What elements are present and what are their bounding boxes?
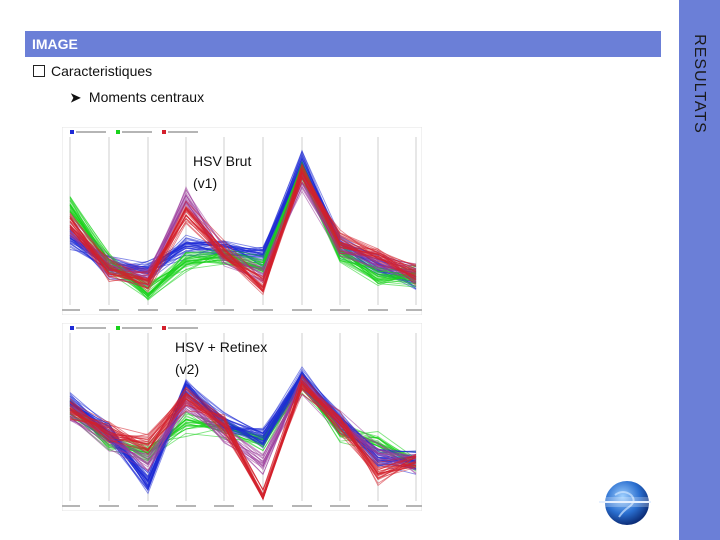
plot-label-line: HSV + Retinex: [175, 339, 268, 355]
plot-label-line: (v2): [175, 361, 200, 377]
plot-image: [62, 323, 422, 511]
bullet-text: Moments centraux: [88, 89, 205, 105]
plot-label-v2: HSV + Retinex (v2): [175, 336, 267, 380]
arrow-bullet-icon: ➤: [70, 90, 81, 105]
plot-image: [62, 127, 422, 315]
bullet-text: Caracteristiques: [51, 63, 153, 79]
plot-label-line: (v1): [193, 175, 218, 191]
bullet-caracteristiques: Caracteristiques: [33, 63, 152, 79]
side-label: RESULTATS: [691, 34, 708, 134]
section-title: IMAGE: [32, 36, 78, 52]
section-header: IMAGE: [25, 31, 661, 57]
plot-label-line: HSV Brut: [193, 153, 252, 169]
parallel-plot-v2: [62, 323, 422, 511]
checkbox-bullet-icon: [33, 65, 45, 77]
plot-label-v1: HSV Brut (v1): [193, 150, 251, 194]
parallel-plot-v1: [62, 127, 422, 315]
bullet-moments: ➤ Moments centraux: [70, 89, 204, 106]
logo-globe-icon: [595, 481, 655, 525]
side-band: [679, 0, 720, 540]
